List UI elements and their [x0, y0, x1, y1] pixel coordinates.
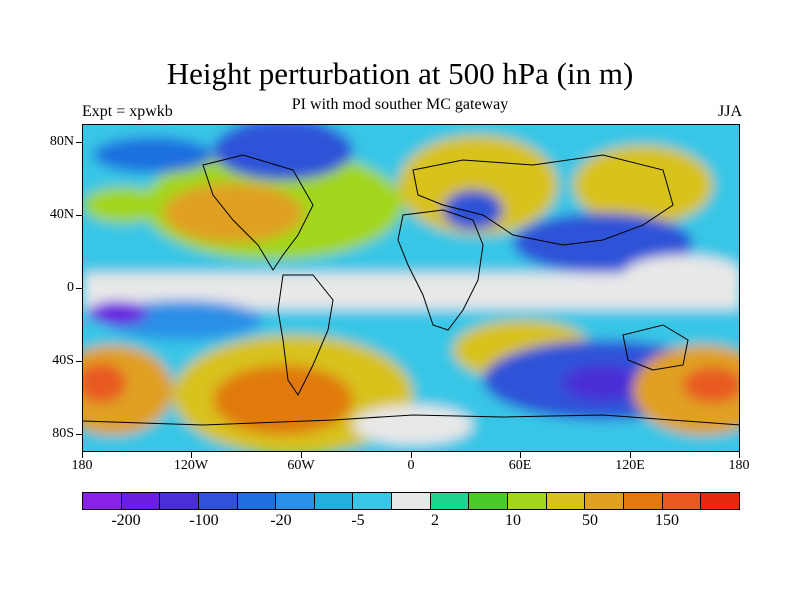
colorbar-label: -5: [351, 512, 365, 529]
lon-tick: [301, 452, 302, 458]
lat-tick: [76, 434, 82, 435]
colorbar-box-8: [392, 493, 431, 509]
colorbar-box-10: [469, 493, 509, 509]
lat-label-80s: 80S: [52, 426, 74, 441]
colorbar-box-1: [121, 493, 161, 509]
lon-tick: [520, 452, 521, 458]
lon-tick: [191, 452, 192, 458]
colorbar-box-6: [314, 493, 354, 509]
colorbar-box-0: [83, 493, 122, 509]
lat-tick: [76, 288, 82, 289]
contour-field: [83, 125, 739, 451]
lon-tick: [82, 452, 83, 458]
lat-label-40s: 40S: [52, 353, 74, 368]
lat-tick: [76, 215, 82, 216]
colorbar-box-9: [430, 493, 470, 509]
colorbar: [82, 492, 740, 510]
lat-tick: [76, 361, 82, 362]
lon-label-60e: 60E: [508, 458, 532, 473]
map-subtitle: PI with mod souther MC gateway: [291, 96, 509, 113]
colorbar-box-4: [237, 493, 277, 509]
colorbar-box-11: [508, 493, 547, 509]
lon-tick: [630, 452, 631, 458]
colorbar-box-5: [276, 493, 315, 509]
colorbar-box-3: [198, 493, 238, 509]
lat-label-40n: 40N: [49, 207, 74, 222]
lat-label-0: 0: [67, 280, 74, 295]
colorbar-label: -20: [270, 512, 292, 529]
lon-tick: [739, 452, 740, 458]
colorbar-label: -200: [111, 512, 141, 529]
season-label: JJA: [717, 103, 742, 120]
experiment-label: Expt = xpwkb: [82, 103, 173, 120]
colorbar-box-13: [585, 493, 624, 509]
lon-label-120w: 120W: [173, 458, 209, 473]
colorbar-label: 2: [431, 512, 439, 529]
colorbar-box-12: [546, 493, 586, 509]
colorbar-label: 10: [505, 512, 521, 529]
colorbar-box-15: [662, 493, 702, 509]
lon-label-60w: 60W: [287, 458, 315, 473]
lat-label-80n: 80N: [49, 134, 74, 149]
colorbar-box-16: [701, 493, 739, 509]
colorbar-box-7: [353, 493, 393, 509]
lon-label-120e: 120E: [615, 458, 645, 473]
colorbar-label: 50: [582, 512, 598, 529]
lon-tick: [411, 452, 412, 458]
lon-label-180e: 180: [728, 458, 750, 473]
lat-tick: [76, 142, 82, 143]
colorbar-label: 150: [655, 512, 679, 529]
colorbar-label: -100: [189, 512, 219, 529]
map-plot-area: [82, 124, 740, 452]
lon-label-0: 0: [407, 458, 415, 473]
map-title: Height perturbation at 500 hPa (in m): [166, 56, 634, 91]
colorbar-box-14: [623, 493, 663, 509]
lon-label-180w: 180: [71, 458, 93, 473]
colorbar-box-2: [160, 493, 199, 509]
